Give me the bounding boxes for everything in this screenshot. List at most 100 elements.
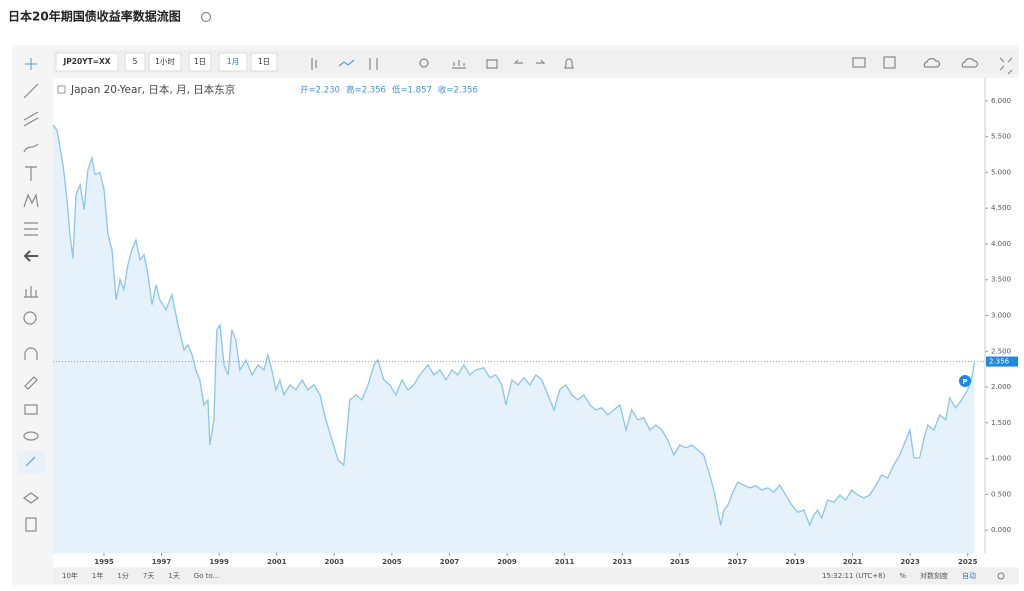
expand-icon[interactable] (999, 57, 1013, 75)
y-tick-label: 2.000 (991, 383, 1011, 391)
ohlc-value: 开=2.230 (300, 86, 340, 96)
layers-tool[interactable] (22, 492, 40, 504)
status-item[interactable]: 自动 (962, 571, 976, 580)
y-tick-label: 4.500 (991, 204, 1011, 212)
event-badge[interactable] (959, 375, 971, 387)
range-button[interactable]: 10年 (62, 571, 78, 580)
toolbar (53, 50, 1019, 74)
price-line (52, 124, 976, 527)
crosshair-tool[interactable] (25, 58, 37, 70)
range-button[interactable]: 1分 (117, 571, 128, 580)
range-button[interactable]: 1年 (92, 571, 103, 580)
x-tick-label: 2001 (267, 558, 287, 566)
collapse-box[interactable] (57, 85, 66, 94)
ohlc-value: 高=2.356 (346, 85, 386, 96)
x-tick-label: 2005 (382, 558, 402, 566)
y-tick-label: 5.500 (991, 133, 1011, 141)
x-tick-label: 2017 (728, 558, 748, 566)
channel-tool[interactable] (23, 111, 39, 127)
x-tick-label: 2023 (900, 558, 920, 566)
camera-icon[interactable] (852, 57, 866, 68)
x-tick-label: 2025 (958, 558, 978, 566)
range-button[interactable]: 1天 (168, 572, 179, 580)
toolbar-button[interactable] (188, 52, 212, 72)
area-icon[interactable] (338, 59, 355, 67)
toolbar-button-label: JP20YT=XX (62, 57, 110, 66)
toolbar-button[interactable] (124, 52, 146, 72)
axis-bg (985, 78, 1019, 553)
y-tick-label: 3.500 (991, 276, 1011, 284)
range-button[interactable]: 7天 (143, 572, 154, 580)
candles-icon[interactable] (311, 58, 317, 70)
brush-tool[interactable] (23, 143, 39, 153)
cloud-load-icon[interactable] (923, 58, 941, 68)
last-price-tag (986, 356, 1018, 367)
x-tick-label: 1999 (209, 558, 229, 566)
x-tick-label: 2021 (843, 558, 863, 566)
lock-tool[interactable] (24, 404, 38, 415)
area-fill (53, 125, 975, 553)
event-badge-letter: P (962, 378, 967, 386)
toolbar-button[interactable] (55, 52, 119, 72)
indicator-icon[interactable] (369, 58, 378, 70)
toolbar-button[interactable] (250, 52, 278, 72)
trash-tool[interactable] (25, 517, 37, 532)
toolbar-button-label: 1日 (194, 57, 206, 66)
status-item[interactable]: 对数刻度 (920, 571, 948, 580)
x-axis-bg (53, 553, 1019, 567)
fib-tool[interactable] (24, 222, 38, 236)
x-tick-label: 2013 (612, 558, 632, 566)
lock-draw-tool[interactable] (24, 376, 38, 390)
last-price-label: 2.356 (989, 358, 1010, 366)
template-icon[interactable] (486, 59, 498, 69)
ohlc-value: 低=1.857 (392, 85, 432, 96)
compare-icon[interactable] (452, 60, 466, 69)
toolbar-button-label: 1小时 (155, 56, 175, 66)
link-tool[interactable] (25, 456, 36, 467)
x-tick-label: 2007 (440, 558, 460, 566)
info-icon[interactable] (200, 11, 212, 23)
zoom-tool[interactable] (23, 311, 37, 325)
x-tick-label: 2019 (785, 558, 805, 566)
magnet-tool[interactable] (24, 347, 38, 360)
alert-icon[interactable] (564, 58, 574, 69)
ohlc-value: 收=2.356 (438, 85, 478, 96)
pattern-tool[interactable] (23, 193, 39, 208)
y-tick-label: 5.000 (991, 168, 1011, 176)
undo-icon[interactable] (513, 59, 523, 64)
fullscreen-icon[interactable] (883, 56, 896, 69)
x-tick-label: 1995 (94, 558, 114, 566)
toolbar-button-label: 1月 (227, 57, 239, 66)
left-toolbar (17, 58, 45, 532)
page-title: 日本20年期国债收益率数据流图 (8, 9, 181, 24)
toolbar-button[interactable] (218, 52, 248, 72)
toolbar-button-label: 5 (133, 57, 138, 66)
x-tick-label: 2003 (325, 558, 345, 566)
y-tick-label: 2.500 (991, 347, 1011, 355)
toolbar-button[interactable] (148, 52, 182, 72)
x-tick-label: 1997 (152, 558, 172, 566)
range-button[interactable]: Go to... (194, 572, 220, 580)
line-tool[interactable] (23, 83, 39, 99)
toolbar-icons (311, 56, 1013, 75)
settings-icon[interactable] (419, 58, 429, 68)
y-tick-label: 1.500 (991, 419, 1011, 427)
settings-gear[interactable] (997, 572, 1005, 580)
y-tick-label: 4.000 (991, 240, 1011, 248)
redo-icon[interactable] (536, 59, 546, 64)
y-tick-label: 6.000 (991, 97, 1011, 105)
instrument-label: Japan 20-Year, 日本, 月, 日本东京 (70, 83, 235, 96)
y-tick-label: 0.000 (991, 526, 1011, 534)
active-tool-bg (17, 451, 45, 473)
status-item[interactable]: 15:32:11 (UTC+8) (822, 572, 886, 580)
bottom-bar (53, 568, 1019, 584)
visibility-tool[interactable] (23, 431, 39, 441)
cloud-save-icon[interactable] (961, 58, 979, 68)
back-tool[interactable] (23, 250, 38, 262)
x-tick-label: 2015 (670, 558, 690, 566)
y-tick-label: 1.000 (991, 455, 1011, 463)
status-item[interactable]: % (899, 572, 906, 580)
measure-tool[interactable] (24, 286, 38, 298)
text-tool[interactable] (25, 166, 37, 181)
